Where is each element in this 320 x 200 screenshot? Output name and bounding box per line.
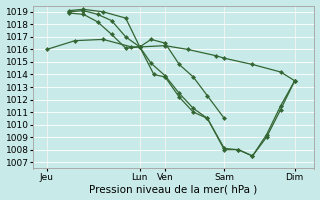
X-axis label: Pression niveau de la mer( hPa ): Pression niveau de la mer( hPa ) — [90, 184, 258, 194]
